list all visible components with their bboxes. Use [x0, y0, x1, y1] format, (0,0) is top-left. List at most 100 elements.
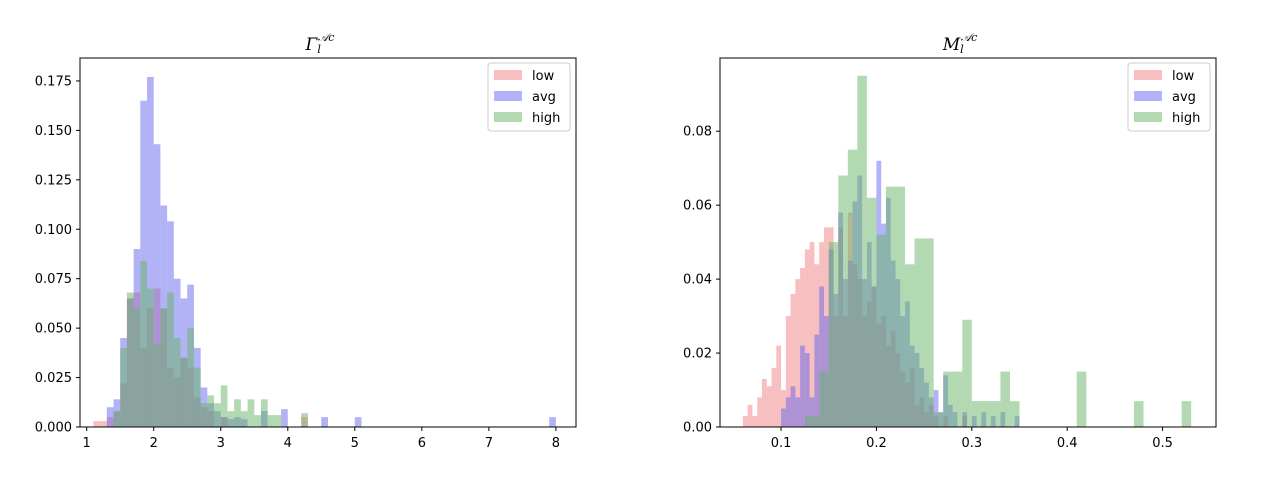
chart-m-bar-high-9: [885, 186, 896, 427]
chart-gamma-bar-high-12: [193, 367, 201, 427]
chart-m-bar-avg-2: [790, 386, 796, 427]
chart-m-bar-avg-6: [809, 397, 815, 427]
legend-label-avg: avg: [532, 90, 556, 105]
chart-gamma-y-tick-label-6: 0.150: [35, 124, 72, 139]
chart-m-bar-high-10: [895, 186, 906, 427]
chart-m-x-axis: 0.1 0.2 0.3 0.4 0.5: [771, 427, 1173, 451]
chart-m-bar-high-12: [914, 238, 925, 427]
chart-m-bar-high-13: [924, 238, 934, 427]
chart-gamma-bar-avg-0: [106, 407, 114, 427]
chart-m-bar-low-5: [766, 386, 772, 427]
chart-gamma-x-axis: 1 2 3 4 5 6 7 8: [83, 427, 560, 451]
chart-gamma-bar-high-19: [240, 411, 248, 427]
chart-m-bar-avg-0: [781, 408, 786, 427]
chart-m-bar-avg-32: [933, 390, 939, 427]
chart-gamma-y-tick-label-2: 0.050: [35, 322, 72, 337]
chart-m-bar-high-2: [819, 371, 829, 427]
chart-m-bar-low-2: [752, 415, 758, 427]
chart-m-bar-high-16: [952, 371, 963, 427]
chart-m-bars: [742, 75, 1192, 428]
legend-swatch-high: [1134, 112, 1162, 122]
chart-m-bar-high-14: [933, 412, 944, 427]
chart-gamma-bar-high-21: [254, 415, 261, 427]
legend-swatch-low: [494, 70, 522, 80]
chart-m-bar-low-0: [742, 415, 748, 427]
chart-m-bar-low-13: [804, 249, 810, 427]
chart-gamma-bar-high-4: [140, 260, 148, 427]
chart-m-bar-avg-3: [795, 397, 801, 427]
chart-gamma-x-tick-label-1: 2: [150, 436, 158, 451]
chart-gamma-y-axis: 0.000 0.025 0.050 0.075 0.100 0.125 0.150 0.175: [35, 74, 80, 436]
chart-m-x-tick-label-3: 0.4: [1057, 436, 1078, 451]
chart-m-bar-avg-5: [804, 353, 810, 427]
chart-gamma-bar-low-0: [93, 421, 101, 427]
chart-m-bar-high-23: [1076, 371, 1087, 427]
chart-m-bar-high-20: [990, 401, 1001, 427]
chart-gamma-y-tick-label-7: 0.175: [35, 74, 72, 89]
chart-gamma-x-tick-label-3: 4: [284, 436, 292, 451]
chart-gamma-bar-avg-23: [321, 417, 328, 427]
chart-m-legend: low avg high: [1127, 62, 1211, 132]
chart-m-bar-low-14: [809, 242, 815, 427]
chart-m-bar-high-18: [971, 401, 982, 427]
chart-m-x-tick-label-4: 0.5: [1152, 436, 1173, 451]
chart-m-y-tick-label-3: 0.06: [683, 199, 712, 214]
chart-gamma-y-tick-label-3: 0.075: [35, 272, 72, 287]
chart-gamma-bar-avg-24: [354, 417, 362, 427]
chart-gamma-x-tick-label-4: 5: [351, 436, 359, 451]
chart-gamma-title-base: Γ: [305, 35, 319, 55]
chart-m-y-tick-label-2: 0.04: [683, 273, 712, 288]
chart-m-bar-low-6: [771, 367, 777, 427]
legend-label-low: low: [1172, 69, 1195, 84]
chart-m-title-sup: 𝒜c: [961, 31, 978, 44]
chart-m-bar-high-3: [828, 242, 839, 427]
chart-gamma-bar-high-6: [153, 343, 161, 427]
chart-gamma-bar-low-1: [100, 421, 107, 427]
chart-m-x-tick-label-1: 0.2: [866, 436, 887, 451]
chart-gamma-bar-high-15: [214, 403, 221, 427]
chart-gamma-title: Γl𝒜c: [305, 31, 335, 56]
chart-gamma-bar-high-11: [187, 328, 194, 427]
chart-gamma-bar-high-5: [147, 288, 154, 427]
chart-gamma-bar-high-25: [301, 413, 308, 427]
chart-m-bar-low-9: [785, 316, 791, 427]
chart-gamma-bar-avg-7: [153, 144, 161, 427]
chart-m-bar-high-19: [981, 401, 991, 427]
chart-gamma-y-tick-label-1: 0.025: [35, 371, 72, 386]
chart-m-y-axis: 0.00 0.02 0.04 0.06 0.08: [683, 125, 720, 436]
legend-label-high: high: [532, 111, 560, 126]
chart-gamma-bar-avg-25: [549, 417, 556, 427]
chart-m-bar-avg-7: [814, 334, 820, 427]
legend-swatch-low: [1134, 70, 1162, 80]
chart-m-bar-low-11: [795, 279, 801, 427]
chart-m-bar-high-22: [1009, 401, 1020, 427]
chart-m-bar-high-1: [809, 415, 820, 427]
chart-m-y-tick-label-4: 0.08: [683, 125, 712, 140]
chart-gamma-bar-high-20: [247, 399, 255, 427]
chart-gamma-bar-high-13: [200, 403, 208, 427]
chart-gamma-frame: [79, 57, 577, 428]
chart-m-bar-low-10: [790, 293, 796, 427]
chart-gamma-bar-high-18: [234, 399, 241, 427]
chart-m-bar-low-3: [757, 397, 762, 427]
chart-m-panel: Ml𝒜c 0.1 0.2 0.3 0.4 0.5 0.000.020.040.060.0…: [683, 31, 1217, 451]
chart-gamma-bar-high-1: [120, 347, 127, 427]
legend-swatch-avg: [1134, 91, 1162, 101]
chart-m-bar-high-15: [943, 371, 953, 427]
chart-m-bar-low-1: [747, 404, 753, 427]
chart-m-y-tick-label-0: 0.00: [683, 421, 712, 436]
chart-m-bar-avg-8: [819, 286, 824, 427]
legend-label-low: low: [532, 69, 555, 84]
chart-gamma-bar-avg-6: [147, 76, 154, 427]
chart-gamma-title-sup: 𝒜c: [318, 31, 335, 44]
chart-gamma-y-tick-label-4: 0.100: [35, 223, 72, 238]
chart-m-title-sub: l: [960, 43, 964, 56]
chart-gamma-bars: [93, 76, 556, 428]
chart-gamma-y-tick-label-0: 0.000: [35, 421, 72, 436]
chart-m-bar-low-4: [761, 378, 767, 427]
chart-gamma-bar-high-23: [267, 415, 275, 427]
chart-m-bar-high-6: [857, 75, 867, 427]
chart-m-bar-high-17: [962, 319, 972, 427]
legend-label-avg: avg: [1172, 90, 1196, 105]
